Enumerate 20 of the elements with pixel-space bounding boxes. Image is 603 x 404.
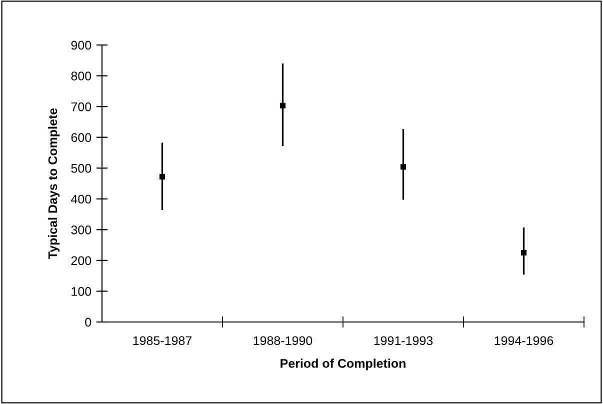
y-tick-label: 700	[71, 102, 92, 112]
point	[400, 164, 406, 170]
x-tick-label: 1985-1987	[133, 336, 192, 346]
y-tick-label: 500	[71, 164, 92, 173]
y-tick-label: 600	[71, 133, 92, 142]
point	[520, 250, 527, 256]
y-tick-label: 100	[72, 287, 92, 296]
y-tick-label: 900	[71, 40, 92, 50]
x-tick-label: 1991-1993	[374, 336, 433, 346]
y-tick-label: 0	[85, 318, 92, 327]
y-tick-label: 800	[71, 72, 92, 80]
x-tick-label: 1994-1996	[494, 336, 554, 346]
point	[280, 102, 286, 108]
x-tick-label: 1988-1990	[254, 336, 312, 346]
point	[159, 174, 166, 180]
y-axis-title: Typical Days to Complete	[48, 108, 60, 259]
y-tick-label: 300	[71, 225, 92, 234]
x-axis-title: Period of Completion	[280, 358, 406, 370]
y-tick-label: 200	[71, 256, 92, 266]
y-tick-label: 400	[71, 194, 92, 204]
